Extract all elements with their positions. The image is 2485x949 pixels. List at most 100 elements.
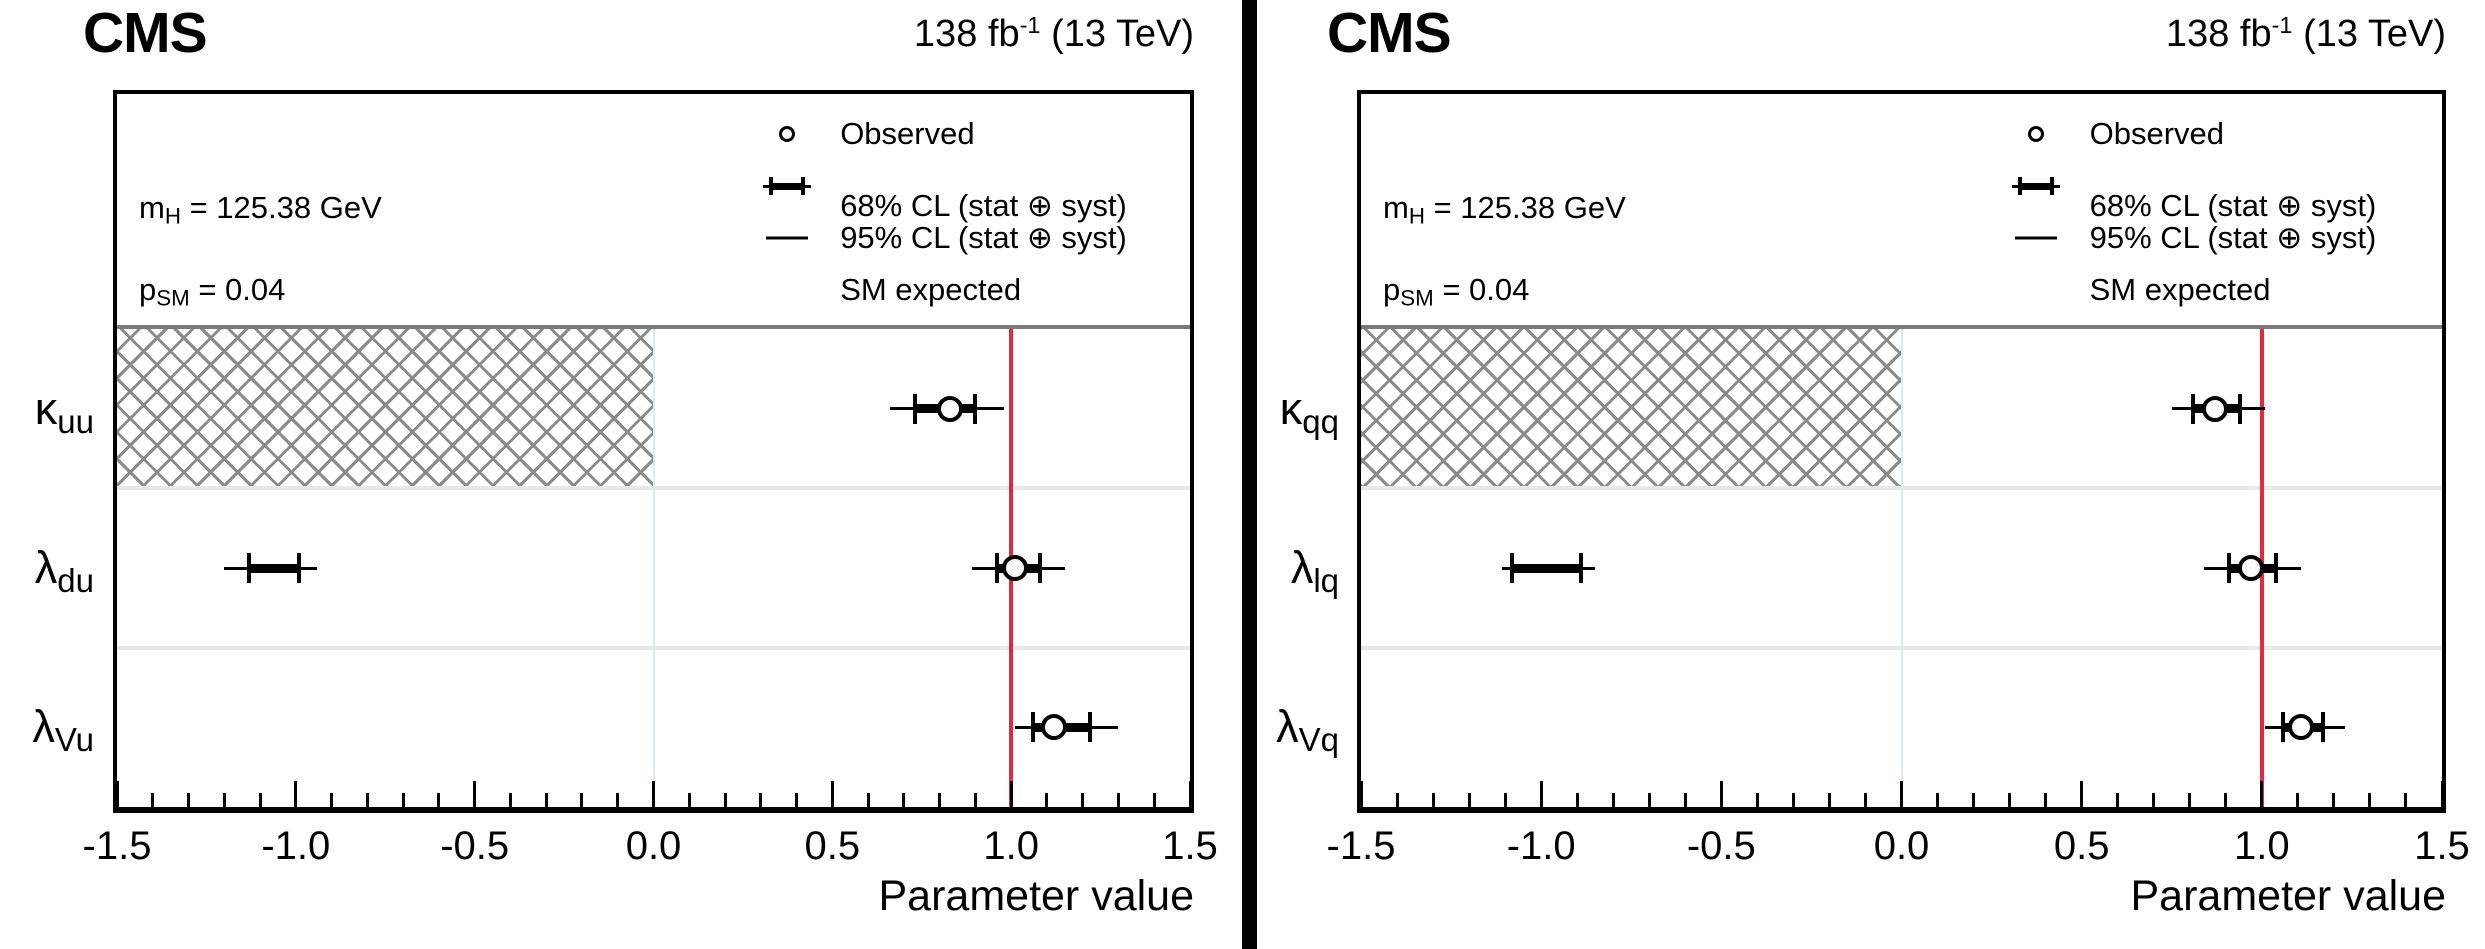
panel-up-type: CMS 138 fb-1 (13 TeV) mH = 125.38 GeV pS…	[0, 0, 1242, 949]
band-separator-line	[117, 486, 1190, 491]
row-label-symbol: λ	[1276, 701, 1299, 753]
legend-row-sm: SM expected	[1361, 272, 2442, 308]
minor-tick	[2224, 793, 2228, 807]
row-label: λlq	[1257, 534, 1339, 602]
minor-tick	[258, 793, 262, 807]
row-label: κqq	[1257, 375, 1339, 443]
row-label-subscript: Vq	[1298, 721, 1339, 759]
header-separator-line	[1361, 325, 2442, 329]
major-tick	[2440, 781, 2444, 807]
psm-subscript: SM	[1400, 285, 1434, 311]
legend-row-observed: Observed	[1361, 116, 2442, 152]
observed-circle-icon	[2027, 126, 2044, 142]
psm-annotation: pSM = 0.04	[1383, 272, 1529, 317]
row-label: λVu	[0, 693, 94, 761]
major-tick	[1900, 781, 1903, 807]
sm-expected-line-icon	[784, 272, 789, 308]
psm-value: = 0.04	[189, 272, 286, 307]
band-separator-line	[1361, 486, 2442, 491]
minor-tick	[580, 793, 584, 807]
minor-tick	[1575, 793, 1579, 807]
x-tick-label: 1.0	[983, 824, 1039, 868]
legend-row-observed: Observed	[117, 116, 1190, 152]
ci68-cap	[1037, 553, 1042, 583]
x-tick-label: 1.5	[1162, 824, 1218, 868]
ci68-cap	[994, 553, 999, 583]
luminosity-label: 138 fb-1 (13 TeV)	[2166, 12, 2446, 56]
observed-marker	[937, 395, 964, 422]
psm-annotation: pSM = 0.04	[139, 272, 285, 317]
minor-tick	[902, 793, 906, 807]
ci68-cap	[1578, 553, 1583, 583]
row-label-symbol: κ	[34, 382, 58, 434]
header-separator-line	[117, 325, 1190, 329]
x-tick-label: 0.5	[804, 824, 861, 868]
minor-tick	[1395, 793, 1399, 807]
legend-row-68cl: 68% CL (stat ⊕ syst)	[117, 168, 1190, 223]
higgs-mass-annotation: mH = 125.38 GeV	[139, 190, 382, 235]
ci68-cap	[2281, 712, 2286, 743]
minor-tick	[938, 793, 942, 807]
minor-tick	[2044, 793, 2048, 807]
ci68-cap	[912, 393, 917, 424]
legend-label: Observed	[2089, 116, 2224, 151]
minor-tick	[1152, 793, 1156, 807]
row-label: κuu	[0, 375, 94, 443]
minor-tick	[2116, 793, 2120, 807]
minor-tick	[1467, 793, 1471, 807]
major-tick	[1009, 781, 1013, 807]
minor-tick	[1431, 793, 1435, 807]
x-axis-title: Parameter value	[2130, 872, 2447, 920]
errorbar-95-icon	[2014, 236, 2057, 240]
hatched-exclusion-region	[1361, 329, 1902, 489]
x-tick-label: 1.5	[2414, 824, 2470, 868]
errorbar-68-icon	[762, 176, 811, 196]
major-tick	[115, 781, 119, 807]
minor-tick	[401, 793, 405, 807]
minor-tick	[759, 793, 763, 807]
x-tick-label: -1.0	[261, 824, 331, 868]
panel-divider-bar	[1242, 0, 1257, 949]
ci68-bar	[249, 563, 300, 573]
minor-tick	[723, 793, 727, 807]
x-axis-tick-labels: -1.5 -1.0 -0.5 0.0 0.5 1.0 1.5	[1327, 822, 2470, 870]
minor-tick	[866, 793, 870, 807]
x-axis-title: Parameter value	[878, 872, 1195, 920]
row-label-subscript: lq	[1313, 562, 1339, 600]
legend-label: 95% CL (stat ⊕ syst)	[840, 220, 1127, 255]
minor-tick	[222, 793, 226, 807]
ci68-cap	[973, 393, 978, 424]
legend-label: 68% CL (stat ⊕ syst)	[840, 188, 1127, 223]
lumi-text: 138 fb	[2165, 12, 2272, 55]
legend-row-95cl: 95% CL (stat ⊕ syst)	[1361, 220, 2442, 256]
minor-tick	[1863, 793, 1867, 807]
minor-tick	[687, 793, 691, 807]
minor-tick	[1683, 793, 1687, 807]
minor-tick	[2008, 793, 2012, 807]
legend-label: SM expected	[2089, 272, 2271, 307]
header-region: mH = 125.38 GeV pSM = 0.04 Observed 68% …	[117, 94, 1190, 325]
minor-tick	[151, 793, 155, 807]
psm-symbol: p	[1383, 272, 1401, 307]
psm-value: = 0.04	[1433, 272, 1530, 307]
minor-tick	[2332, 793, 2336, 807]
ci68-cap	[297, 553, 302, 583]
major-tick	[2260, 781, 2264, 807]
minor-tick	[1827, 793, 1831, 807]
ci68-bar	[1512, 563, 1581, 573]
minor-tick	[2404, 793, 2408, 807]
x-tick-label: -0.5	[1686, 824, 1756, 868]
x-tick-label: -1.5	[1326, 824, 1396, 868]
plot-frame: mH = 125.38 GeV pSM = 0.04 Observed 68% …	[113, 90, 1194, 813]
minor-tick	[1045, 793, 1049, 807]
minor-tick	[2296, 793, 2300, 807]
ci68-cap	[2227, 553, 2232, 583]
mass-value: = 125.38 GeV	[1424, 190, 1626, 225]
minor-tick	[795, 793, 799, 807]
mass-subscript: H	[164, 203, 181, 229]
legend-row-95cl: 95% CL (stat ⊕ syst)	[117, 220, 1190, 256]
plot-area	[115, 329, 1192, 807]
minor-tick	[973, 793, 977, 807]
higgs-mass-annotation: mH = 125.38 GeV	[1383, 190, 1626, 235]
